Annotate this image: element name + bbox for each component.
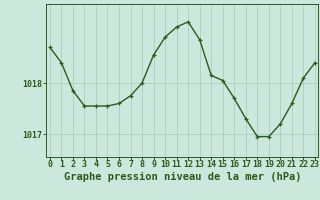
X-axis label: Graphe pression niveau de la mer (hPa): Graphe pression niveau de la mer (hPa) <box>64 172 301 182</box>
